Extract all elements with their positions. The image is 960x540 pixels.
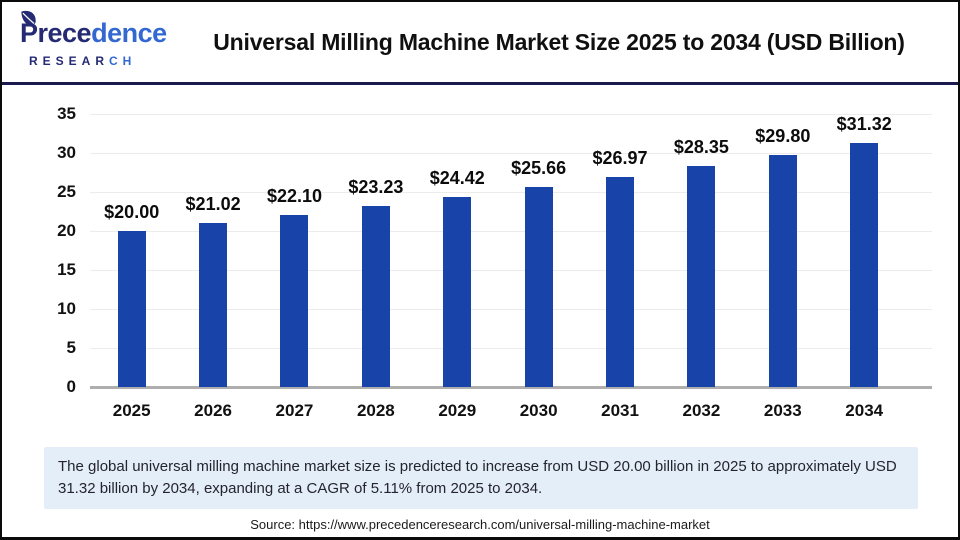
bar-chart: 0 5 10 15 20 25 30 35 $20.00 2025 $21.02 2026 $22.10… [2,85,958,435]
gridline [90,231,932,232]
bar-group-2034: $31.32 2034 [824,114,905,420]
bar-group-2026: $21.02 2026 [173,114,254,420]
bars-row: $20.00 2025 $21.02 2026 $22.10 2027 $23.23 2028… [91,114,905,420]
y-tick-label: 5 [66,338,76,357]
bar[interactable] [199,223,228,387]
gridline [90,309,932,310]
header-divider [2,82,958,85]
bar-value-label: $22.10 [266,185,322,206]
bar-group-2031: $26.97 2031 [580,114,661,420]
source-link[interactable]: Source: https://www.precedenceresearch.c… [250,517,710,532]
y-tick-label: 15 [57,260,76,279]
logo-subtitle: RESEARCH [29,54,137,68]
x-tick-label: 2031 [601,401,639,420]
bar-group-2028: $23.23 2028 [335,114,416,420]
precedence-research-logo: Precedence RESEARCH [20,10,180,68]
x-tick-label: 2027 [275,401,314,420]
bar-value-label: $31.32 [836,114,892,134]
bar[interactable] [361,205,390,387]
bar-group-2032: $28.35 2032 [661,114,742,420]
leaf-icon [21,10,36,26]
bar[interactable] [524,186,553,387]
summary-note: The global universal milling machine mar… [44,447,918,509]
bar-value-label: $21.02 [185,194,241,215]
bar-group-2029: $24.42 2029 [417,114,498,420]
bar-value-label: $24.42 [429,167,485,188]
bar[interactable] [280,214,309,387]
bar[interactable] [117,231,146,387]
gridline [90,153,932,154]
x-tick-label: 2034 [845,401,884,420]
y-tick-label: 0 [66,377,76,396]
x-tick-label: 2029 [438,401,477,420]
gridline [90,114,932,115]
y-tick-label: 20 [57,221,76,240]
gridline [90,270,932,271]
logo-name: Precedence [20,18,167,48]
y-tick-label: 35 [57,104,76,123]
y-tick-label: 25 [57,182,76,201]
bar-value-label: $29.80 [755,125,811,146]
x-tick-label: 2026 [194,401,232,420]
bar[interactable] [850,143,879,387]
x-tick-label: 2032 [682,401,721,420]
bar-value-label: $20.00 [104,202,160,222]
bar-group-2033: $29.80 2033 [742,114,823,420]
bar[interactable] [443,196,472,387]
x-tick-label: 2025 [112,401,151,420]
bar-group-2027: $22.10 2027 [254,114,335,420]
bar-group-2030: $25.66 2030 [498,114,579,420]
bar-value-label: $25.66 [511,157,567,178]
y-tick-label: 30 [57,143,76,162]
bar[interactable] [687,165,716,387]
bar-value-label: $28.35 [673,136,729,157]
page-title: Universal Milling Machine Market Size 20… [213,28,905,55]
bar[interactable] [606,176,635,387]
bar[interactable] [768,154,797,387]
logo-wordmark: Precedence [20,10,180,53]
gridline [90,348,932,349]
y-tick-label: 10 [57,299,76,318]
gridline [90,192,932,193]
header: Precedence RESEARCH Universal Milling Ma… [2,2,958,82]
x-tick-label: 2033 [763,401,802,420]
x-axis-baseline [90,386,932,389]
bar-value-label: $23.23 [348,176,404,197]
bar-group-2025: $20.00 2025 [91,114,172,420]
x-tick-label: 2030 [519,401,558,420]
bar-value-label: $26.97 [592,147,648,168]
x-tick-label: 2028 [356,401,395,420]
